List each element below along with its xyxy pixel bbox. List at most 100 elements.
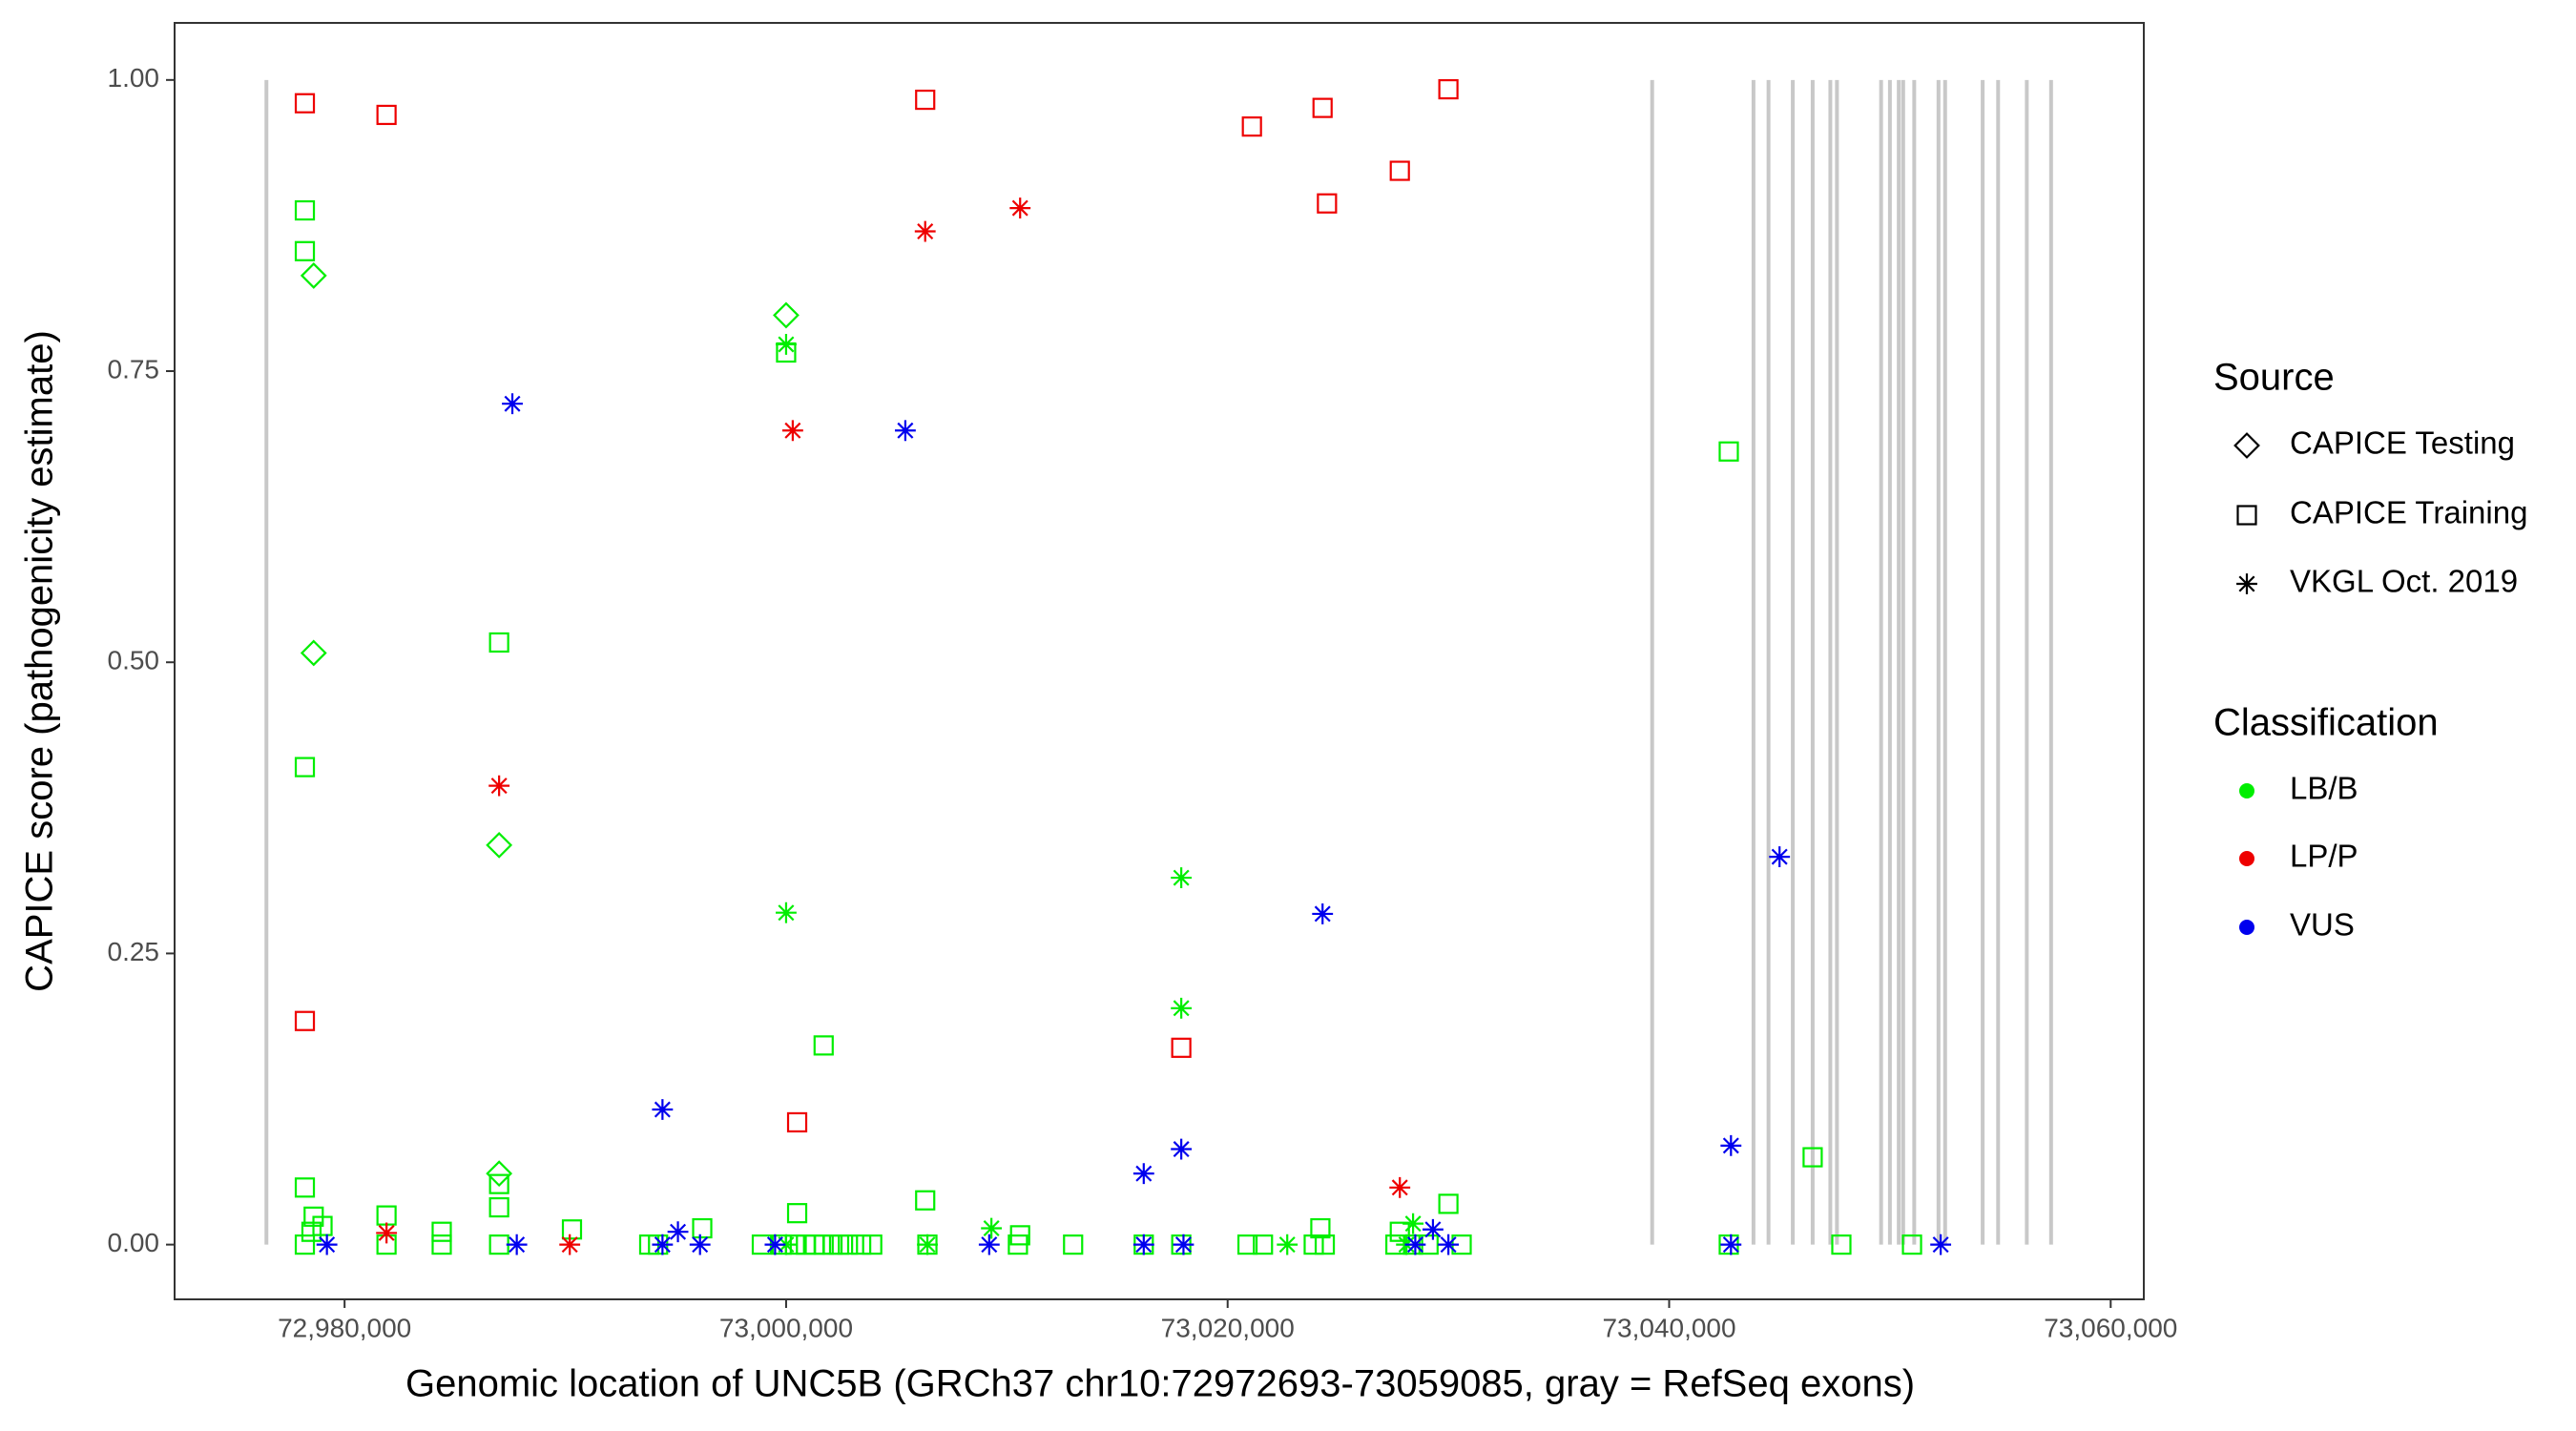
legend-symbol	[2233, 432, 2260, 459]
point-square	[692, 1217, 713, 1239]
point-square	[862, 1234, 883, 1255]
point-star	[502, 393, 523, 415]
point-square	[1241, 116, 1262, 137]
point-star	[776, 1234, 797, 1255]
point-star	[764, 1234, 786, 1255]
legend-symbol	[2236, 505, 2257, 526]
point-star	[1277, 1234, 1298, 1255]
plot-frame	[174, 22, 2145, 1300]
point-square	[1389, 160, 1410, 181]
point-square	[561, 1219, 583, 1240]
x-tick-label: 73,000,000	[719, 1313, 853, 1342]
point-square	[851, 1234, 872, 1255]
point-square	[786, 1203, 808, 1224]
point-star	[776, 334, 797, 355]
point-diamond	[300, 639, 327, 667]
point-square	[915, 1190, 936, 1211]
point-star	[978, 1234, 1000, 1255]
y-tick-label: 0.25	[108, 937, 160, 966]
point-star	[1423, 1218, 1444, 1240]
point-square	[301, 1221, 322, 1242]
point-star	[1171, 1138, 1193, 1160]
point-diamond	[486, 1160, 513, 1188]
point-square	[294, 240, 316, 261]
point-star	[1389, 1176, 1411, 1198]
point-star	[667, 1221, 689, 1243]
point-star	[1173, 1234, 1195, 1255]
point-square	[1802, 1147, 1823, 1168]
point-star	[1009, 197, 1031, 219]
point-star	[1720, 1234, 1742, 1255]
point-diamond	[300, 262, 327, 289]
point-square	[488, 632, 509, 653]
x-tick-label: 73,020,000	[1161, 1313, 1295, 1342]
point-square	[1310, 1217, 1331, 1239]
point-diamond	[773, 301, 800, 329]
legend-label: VKGL Oct. 2019	[2290, 564, 2518, 599]
point-square	[1831, 1234, 1852, 1255]
x-tick-label: 73,060,000	[2044, 1313, 2177, 1342]
point-square	[1312, 97, 1333, 118]
point-star	[776, 902, 797, 923]
point-square	[488, 1173, 509, 1194]
point-star	[781, 420, 803, 442]
legend-symbol	[2236, 573, 2257, 594]
y-tick-label: 0.75	[108, 354, 160, 384]
point-square	[376, 104, 397, 126]
point-star	[1171, 867, 1193, 888]
y-tick-label: 1.00	[108, 63, 160, 93]
legend-title: Classification	[2213, 702, 2439, 744]
point-square	[1317, 193, 1338, 214]
point-square	[1438, 1193, 1459, 1214]
point-star	[1402, 1213, 1424, 1234]
point-square	[294, 199, 316, 221]
point-square	[488, 1234, 509, 1255]
legend-symbol	[2239, 920, 2254, 935]
point-star	[1438, 1234, 1460, 1255]
x-axis-title: Genomic location of UNC5B (GRCh37 chr10:…	[405, 1363, 1915, 1405]
point-star	[1930, 1234, 1952, 1255]
point-star	[652, 1234, 674, 1255]
x-tick-label: 73,040,000	[1602, 1313, 1735, 1342]
y-axis-title: CAPICE score (pathogenicity estimate)	[19, 330, 61, 992]
point-square	[786, 1111, 808, 1133]
y-tick-label: 0.50	[108, 646, 160, 675]
point-star	[316, 1234, 338, 1255]
point-square	[488, 1196, 509, 1218]
point-star	[894, 420, 916, 442]
y-tick-label: 0.00	[108, 1228, 160, 1257]
point-square	[1008, 1234, 1028, 1255]
point-square	[1236, 1234, 1258, 1255]
point-star	[914, 220, 936, 242]
point-star	[1132, 1163, 1154, 1185]
point-star	[376, 1222, 398, 1244]
point-square	[294, 1010, 316, 1031]
point-star	[689, 1234, 711, 1255]
point-square	[1389, 1221, 1410, 1242]
point-star	[506, 1234, 528, 1255]
point-square	[294, 1234, 316, 1255]
point-square	[838, 1234, 859, 1255]
point-star	[1132, 1234, 1154, 1255]
point-square	[431, 1234, 452, 1255]
point-star	[1312, 902, 1334, 924]
point-square	[1438, 78, 1459, 100]
point-square	[813, 1035, 834, 1056]
legend-label: CAPICE Training	[2290, 495, 2527, 530]
point-star	[917, 1234, 938, 1255]
point-square	[376, 1205, 397, 1226]
point-star	[981, 1217, 1003, 1239]
point-square	[312, 1215, 333, 1236]
point-star	[1404, 1234, 1426, 1255]
point-star	[488, 775, 510, 797]
point-square	[1253, 1234, 1274, 1255]
x-tick-label: 72,980,000	[278, 1313, 411, 1342]
point-square	[915, 89, 936, 111]
point-square	[1171, 1037, 1192, 1058]
point-square	[294, 93, 316, 114]
point-star	[652, 1099, 674, 1120]
point-square	[1314, 1234, 1336, 1255]
legend-symbol	[2239, 783, 2254, 798]
point-star	[1769, 846, 1791, 868]
